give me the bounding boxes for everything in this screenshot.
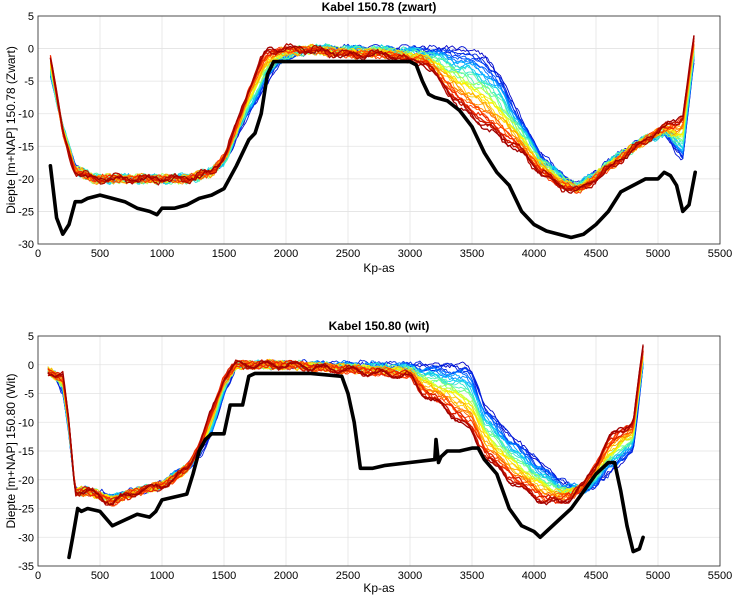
survey-run-line <box>49 45 695 193</box>
x-tick-label: 3000 <box>398 248 422 260</box>
y-tick-label: -25 <box>18 504 34 516</box>
survey-run-line <box>49 44 695 188</box>
black-depth-line <box>48 59 697 240</box>
y-tick-label: -20 <box>18 174 34 186</box>
x-tick-label: 0 <box>35 248 41 260</box>
survey-run-line <box>49 43 695 191</box>
y-tick-label: -5 <box>24 76 34 88</box>
x-tick-label: 1000 <box>150 570 174 582</box>
chart-kabel-15080: 0 500 1000 1500 2000 2500 3000 3500 4000 4500 5000… <box>4 319 732 595</box>
x-tick-label: 2500 <box>336 248 360 260</box>
black-series <box>67 371 645 560</box>
survey-run-line <box>49 44 695 186</box>
y-tick-label: -15 <box>18 446 34 458</box>
y-tick-label: -30 <box>18 532 34 544</box>
survey-run-line <box>49 44 695 193</box>
plot-frame <box>37 335 721 567</box>
x-tick-label: 0 <box>35 570 41 582</box>
y-tick-label: 5 <box>28 331 34 343</box>
y-tick-label: -10 <box>18 109 34 121</box>
survey-run-line <box>47 359 644 501</box>
y-axis-label: Diepte [m+NAP] 150.78 (Zwart) <box>4 46 18 214</box>
survey-run-line <box>49 45 695 189</box>
survey-run-line <box>47 344 644 506</box>
x-tick-label: 500 <box>91 570 109 582</box>
survey-run-line <box>49 45 695 187</box>
x-tick-label: 4000 <box>522 248 546 260</box>
y-tick-label: -35 <box>18 561 34 573</box>
x-axis-label: Kp-as <box>363 261 394 275</box>
survey-run-line <box>49 35 695 194</box>
survey-run-line <box>49 45 695 192</box>
y-tick-label: -5 <box>24 389 34 401</box>
survey-run-line <box>49 43 695 191</box>
plot-frame <box>37 15 721 245</box>
x-axis-label: Kp-as <box>363 581 394 595</box>
y-tick-label: -15 <box>18 141 34 153</box>
x-tick-label: 2000 <box>274 570 298 582</box>
x-tick-label: 2000 <box>274 248 298 260</box>
survey-run-line <box>47 349 644 507</box>
x-tick-label: 5500 <box>708 248 732 260</box>
x-tick-labels: 0 500 1000 1500 2000 2500 3000 3500 4000 4500 5000… <box>35 570 732 582</box>
y-tick-label: -30 <box>18 239 34 251</box>
survey-run-line <box>49 45 695 187</box>
x-tick-label: 5500 <box>708 570 732 582</box>
x-tick-label: 3500 <box>460 248 484 260</box>
x-tick-label: 4500 <box>584 570 608 582</box>
survey-run-line <box>49 44 695 190</box>
survey-run-line <box>49 44 695 190</box>
x-tick-label: 3000 <box>398 570 422 582</box>
survey-run-line <box>49 44 695 189</box>
black-series <box>48 59 697 240</box>
y-tick-label: -10 <box>18 417 34 429</box>
y-tick-label: 5 <box>28 11 34 23</box>
y-axis-label: Diepte [m+NAP] 150.80 (Wit) <box>4 373 18 528</box>
survey-run-line <box>49 43 695 190</box>
x-tick-labels: 0 500 1000 1500 2000 2500 3000 3500 4000 4500 5000… <box>35 248 732 260</box>
y-tick-label: -20 <box>18 475 34 487</box>
y-tick-label: -25 <box>18 206 34 218</box>
survey-run-line <box>49 35 695 193</box>
x-tick-label: 2500 <box>336 570 360 582</box>
survey-run-line <box>49 45 695 191</box>
x-tick-label: 5000 <box>646 248 670 260</box>
x-tick-label: 1500 <box>212 570 236 582</box>
survey-run-line <box>49 44 695 191</box>
survey-run-line <box>49 43 695 186</box>
survey-run-line <box>47 346 644 506</box>
x-tick-label: 1500 <box>212 248 236 260</box>
survey-run-line <box>49 44 695 189</box>
survey-run-line <box>49 43 695 191</box>
x-tick-label: 5000 <box>646 570 670 582</box>
chart-title: Kabel 150.80 (wit) <box>329 319 430 333</box>
x-tick-label: 1000 <box>150 248 174 260</box>
survey-run-line <box>47 359 644 502</box>
survey-run-line <box>49 45 695 190</box>
survey-runs <box>47 344 644 507</box>
x-tick-label: 500 <box>91 248 109 260</box>
survey-runs <box>49 35 695 194</box>
survey-run-line <box>47 357 644 502</box>
survey-run-line <box>49 43 695 192</box>
y-tick-label: 0 <box>28 44 34 56</box>
chart-kabel-15078: 0 500 1000 1500 2000 2500 3000 3500 4000 4500 5000… <box>4 0 732 275</box>
survey-run-line <box>49 45 695 189</box>
x-tick-label: 4000 <box>522 570 546 582</box>
black-depth-line <box>67 371 645 560</box>
y-tick-labels: 5 0 -5 -10 -15 -20 -25 -30 <box>18 11 34 251</box>
survey-run-line <box>49 45 695 187</box>
x-tick-label: 4500 <box>584 248 608 260</box>
survey-run-line <box>47 358 644 501</box>
survey-run-line <box>49 47 695 190</box>
x-tick-label: 3500 <box>460 570 484 582</box>
chart-title: Kabel 150.78 (zwart) <box>322 0 437 14</box>
y-tick-labels: 5 0 -5 -10 -15 -20 -25 -30 -35 <box>18 331 34 573</box>
y-tick-label: 0 <box>28 360 34 372</box>
